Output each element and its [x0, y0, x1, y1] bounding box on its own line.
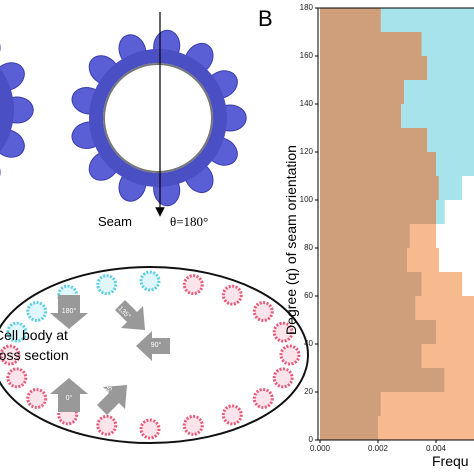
x-tick-label: 0.002: [368, 444, 389, 453]
bar: [320, 32, 422, 56]
bar: [436, 200, 445, 224]
cell-text: ross section: [0, 347, 69, 363]
bar: [320, 296, 416, 320]
bar: [320, 272, 422, 296]
bar: [380, 392, 474, 416]
bar: [378, 416, 474, 440]
y-tick-label: 20: [304, 387, 313, 396]
bar: [320, 224, 410, 248]
bar: [415, 296, 474, 320]
bar: [427, 128, 474, 152]
ring: [0, 344, 21, 366]
cell-text: Cell body at: [0, 327, 68, 343]
ring: [26, 301, 48, 323]
ring: [221, 404, 243, 426]
bar: [421, 32, 474, 56]
arrow-label: 180°: [62, 307, 77, 315]
orientation-arrows: [50, 295, 170, 415]
y-tick-label: 40: [304, 339, 313, 348]
bar: [436, 152, 474, 176]
ring: [279, 344, 301, 366]
bar: [320, 392, 381, 416]
bar: [320, 416, 378, 440]
ring: [6, 321, 28, 343]
ring: [26, 387, 48, 409]
ring: [139, 418, 161, 440]
y-tick-label: 180: [300, 3, 314, 12]
x-tick-label: 0.000: [310, 444, 331, 453]
bar: [320, 104, 402, 128]
lumen: [103, 63, 213, 173]
ring: [96, 414, 118, 436]
ring: [182, 414, 204, 436]
arrow-label: 90°: [151, 341, 162, 349]
panel-label: B: [258, 6, 273, 31]
ring: [272, 367, 294, 389]
y-tick-label: 100: [300, 195, 314, 204]
wall: [0, 68, 14, 152]
bar: [320, 8, 381, 32]
bar: [404, 80, 474, 104]
bar: [380, 8, 474, 32]
plot-area: [320, 8, 474, 440]
ring: [182, 274, 204, 296]
x-tick-label: 0.004: [426, 444, 447, 453]
bar: [427, 56, 474, 80]
y-tick-label: 80: [304, 243, 313, 252]
y-tick-label: 160: [300, 51, 314, 60]
y-tick-label: 120: [300, 147, 314, 156]
bar: [320, 344, 422, 368]
y-axis-label: Degree (q) of seam orientation: [283, 145, 299, 335]
ring: [252, 387, 274, 409]
bar: [320, 368, 445, 392]
bar: [320, 176, 439, 200]
bar: [320, 320, 436, 344]
ring: [221, 284, 243, 306]
bar: [320, 80, 405, 104]
ring: [6, 367, 28, 389]
y-tick-label: 0: [309, 435, 314, 444]
y-tick-label: 140: [300, 99, 314, 108]
bar: [421, 344, 474, 368]
ring: [252, 301, 274, 323]
bar: [409, 224, 436, 248]
theta-label: θ=180°: [170, 214, 208, 229]
bar: [320, 248, 407, 272]
bar: [421, 272, 463, 296]
bar: [320, 152, 436, 176]
bar: [320, 200, 436, 224]
y-tick-label: 60: [304, 291, 313, 300]
microtubule-images: [0, 29, 247, 207]
ring: [96, 274, 118, 296]
arrow-label: 0°: [66, 394, 73, 402]
bar: [401, 104, 474, 128]
bar: [407, 248, 439, 272]
panel-a: Seam θ=180° Cell body at ross section 18…: [0, 12, 309, 444]
bar: [444, 368, 474, 392]
wall: [89, 49, 227, 187]
ring: [139, 270, 161, 292]
bar: [436, 320, 474, 344]
axes: 0 20 40 60 80 100 120 140 160 180 0.000 0.002 0.004: [300, 3, 474, 453]
ring: [272, 321, 294, 343]
rings: [0, 270, 301, 440]
x-axis-label: Frequ: [432, 453, 469, 469]
bar: [438, 176, 463, 200]
seam-label: Seam: [98, 214, 132, 229]
bar: [320, 56, 428, 80]
bar: [320, 128, 428, 152]
